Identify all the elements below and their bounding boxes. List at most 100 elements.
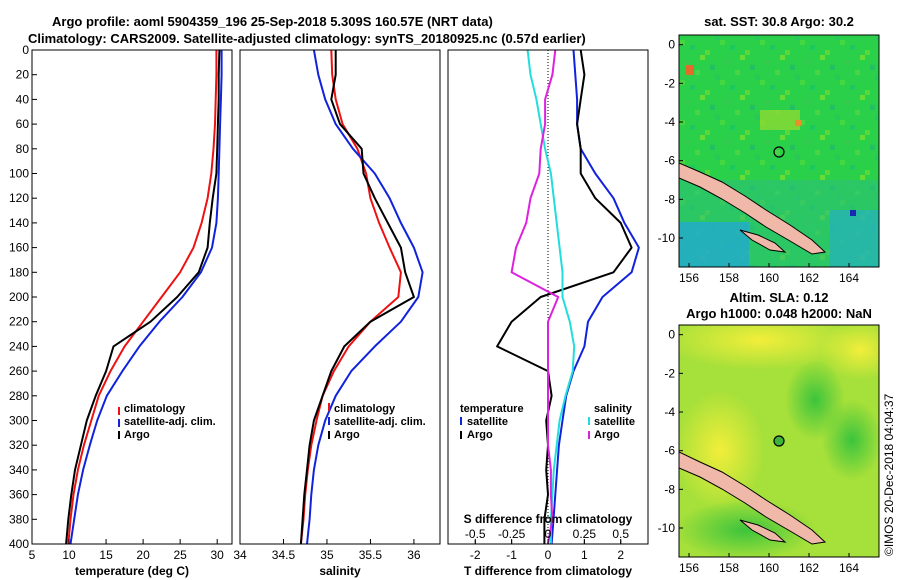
legend-argo: Argo [334,429,360,441]
y-tick-label: 240 [9,339,29,353]
x-tick-label: 10 [62,548,76,562]
map-y-tick-label: -6 [664,154,675,168]
y-tick-label: 320 [9,438,29,452]
legend-climatology: climatology [334,403,396,415]
salinity-plot-frame [239,49,441,545]
y-tick-label: 100 [9,167,29,181]
legend-s-satellite: satellite [594,416,635,428]
sla-map-frame [678,324,880,558]
y-tick-label: 360 [9,488,29,502]
difference-legend-left: temperature satellite Argo [460,403,524,441]
series-line-t-argo [496,50,633,544]
sst-map-title: sat. SST: 30.8 Argo: 30.2 [704,14,854,29]
map-x-tick-label: 158 [719,271,739,285]
island-landmass [739,229,787,253]
argo-position-marker [773,146,785,158]
map-x-tick-label: 160 [759,271,779,285]
x-tick-label: 36 [407,548,421,562]
x-tick-label: -2 [470,548,481,562]
x-tick-label: 34.5 [272,548,296,562]
timestamp-stamp: ©IMOS 20-Dec-2018 04:04:37 [882,393,896,556]
y-tick-label: 340 [9,463,29,477]
series-line-s-satellite [526,50,576,544]
x-tick-label: 15 [99,548,113,562]
series-line-t-satellite [550,50,640,544]
x-tick-label: 1 [581,548,588,562]
map-y-tick-label: -10 [658,521,676,535]
legend-satellite: satellite-adj. clim. [124,416,216,428]
y-tick-label: 0 [22,43,29,57]
y-tick-label: 80 [16,142,30,156]
map-x-tick-label: 164 [839,271,859,285]
top-x-tick-label: -0.25 [498,527,526,541]
map-y-tick-label: -8 [664,482,675,496]
x-tick-label: 34 [233,548,247,562]
salinity-panel: 34 34.5 35 35.5 36 salinity climatology sate… [233,49,441,578]
temperature-plot-frame [31,49,233,545]
t-difference-xlabel: T difference from climatology [464,564,632,578]
x-tick-label: 2 [617,548,624,562]
series-line-argo [299,50,415,544]
top-x-tick-label: 0.5 [612,527,629,541]
island-landmass [739,519,787,543]
map-y-tick-label: 0 [668,38,675,52]
map-y-tick-label: -2 [664,76,675,90]
map-x-tick-label: 164 [839,561,859,575]
legend-s-argo: Argo [594,429,620,441]
y-tick-label: 20 [16,68,30,82]
sst-map-image [679,35,879,267]
sla-map-panel: Altim. SLA: 0.12 Argo h1000: 0.048 h2000… [658,290,880,575]
y-tick-label: 60 [16,117,30,131]
y-tick-label: 260 [9,364,29,378]
y-tick-label: 180 [9,265,29,279]
x-tick-label: -1 [506,548,517,562]
x-tick-label: 35 [320,548,334,562]
y-tick-label: 220 [9,315,29,329]
s-difference-label: S difference from climatology [464,512,633,526]
legend-climatology: climatology [124,403,186,415]
y-tick-label: 40 [16,92,30,106]
sla-map-title-line2: Argo h1000: 0.048 h2000: NaN [686,306,872,321]
difference-legend-right: salinity satellite Argo [588,403,635,441]
series-line-climatology [299,50,402,544]
map-y-tick-label: -2 [664,366,675,380]
top-x-tick-label: 0 [545,527,552,541]
argo-position-marker [773,435,785,447]
y-tick-label: 160 [9,241,29,255]
map-x-tick-label: 162 [799,271,819,285]
map-x-tick-label: 162 [799,561,819,575]
series-line-s-argo [510,50,560,544]
island-landmass [679,451,827,545]
x-tick-label: 20 [136,548,150,562]
legend-t-satellite: satellite [467,416,508,428]
map-y-tick-label: 0 [668,328,675,342]
salinity-xlabel: salinity [319,564,361,578]
difference-panel: -2 -1 0 1 2 -0.5 -0.25 0 0.25 0.5 S difference f… [447,49,649,578]
y-tick-label: 300 [9,414,29,428]
legend-satellite: satellite-adj. clim. [334,416,426,428]
sst-map-panel: sat. SST: 30.8 Argo: 30.2 156 158 160 162 16… [658,14,880,285]
y-tick-label: 280 [9,389,29,403]
series-line-climatology [67,50,218,544]
temperature-xlabel: temperature (deg C) [75,564,189,578]
map-y-tick-label: -4 [664,115,675,129]
map-x-tick-label: 158 [719,561,739,575]
x-tick-label: 25 [173,548,187,562]
x-tick-label: 35.5 [359,548,383,562]
legend-t-argo: Argo [467,429,493,441]
legend-right-title: salinity [594,403,633,415]
salinity-legend: climatology satellite-adj. clim. Argo [328,403,426,441]
map-y-tick-label: -10 [658,231,676,245]
x-tick-label: 30 [211,548,225,562]
series-line-satellite-adj-clim- [69,50,223,544]
map-x-tick-label: 156 [679,271,699,285]
sla-map-title-line1: Altim. SLA: 0.12 [730,290,829,305]
map-x-tick-label: 156 [679,561,699,575]
island-landmass [679,162,827,255]
y-tick-label: 400 [9,537,29,551]
top-x-tick-label: 0.25 [573,527,597,541]
series-line-satellite-adj-clim- [306,50,424,544]
legend-left-title: temperature [460,403,524,415]
map-x-tick-label: 160 [759,561,779,575]
